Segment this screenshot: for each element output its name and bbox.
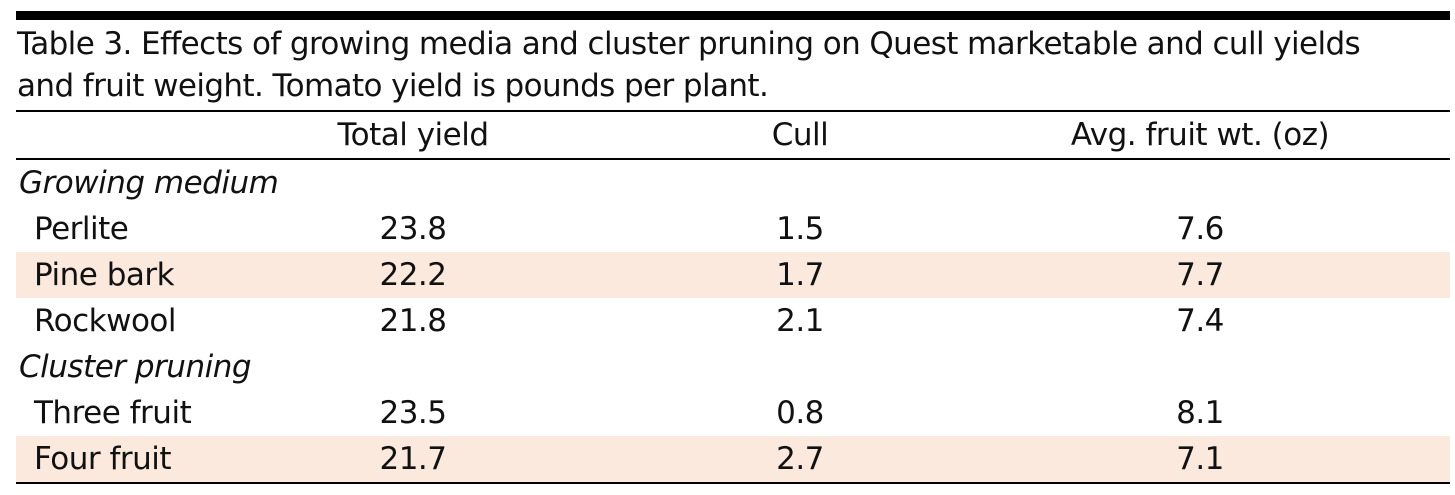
section-title: Growing medium (19, 165, 279, 201)
bottom-rule (16, 482, 1450, 484)
table-cell: 1.7 (776, 257, 824, 293)
column-header: Cull (771, 117, 829, 153)
table-cell: 7.4 (1176, 303, 1224, 339)
table-cell: 23.8 (379, 211, 447, 247)
table-cell: 2.7 (776, 441, 824, 477)
table-cell: 8.1 (1176, 395, 1224, 431)
section-title: Cluster pruning (19, 349, 252, 385)
table-cell: 0.8 (776, 395, 824, 431)
row-label: Four fruit (34, 441, 172, 477)
header-rule (16, 110, 1450, 112)
row-label: Three fruit (34, 395, 192, 431)
table-cell: 1.5 (776, 211, 824, 247)
top-rule (16, 11, 1450, 20)
table-cell: 7.1 (1176, 441, 1224, 477)
header-rule (16, 158, 1450, 160)
row-shade (16, 436, 1450, 482)
column-header: Avg. fruit wt. (oz) (1070, 117, 1330, 153)
row-label: Pine bark (34, 257, 175, 293)
table-cell: 21.8 (379, 303, 447, 339)
table-cell: 7.7 (1176, 257, 1224, 293)
row-label: Perlite (34, 211, 129, 247)
column-header: Total yield (337, 117, 489, 153)
table-cell: 23.5 (379, 395, 447, 431)
table-cell: 21.7 (379, 441, 447, 477)
table-cell: 22.2 (379, 257, 447, 293)
caption-line: and fruit weight. Tomato yield is pounds… (17, 68, 769, 104)
row-shade (16, 252, 1450, 298)
table-cell: 2.1 (776, 303, 824, 339)
table-cell: 7.6 (1176, 211, 1224, 247)
row-label: Rockwool (34, 303, 177, 339)
caption-line: Table 3. Effects of growing media and cl… (17, 26, 1361, 62)
